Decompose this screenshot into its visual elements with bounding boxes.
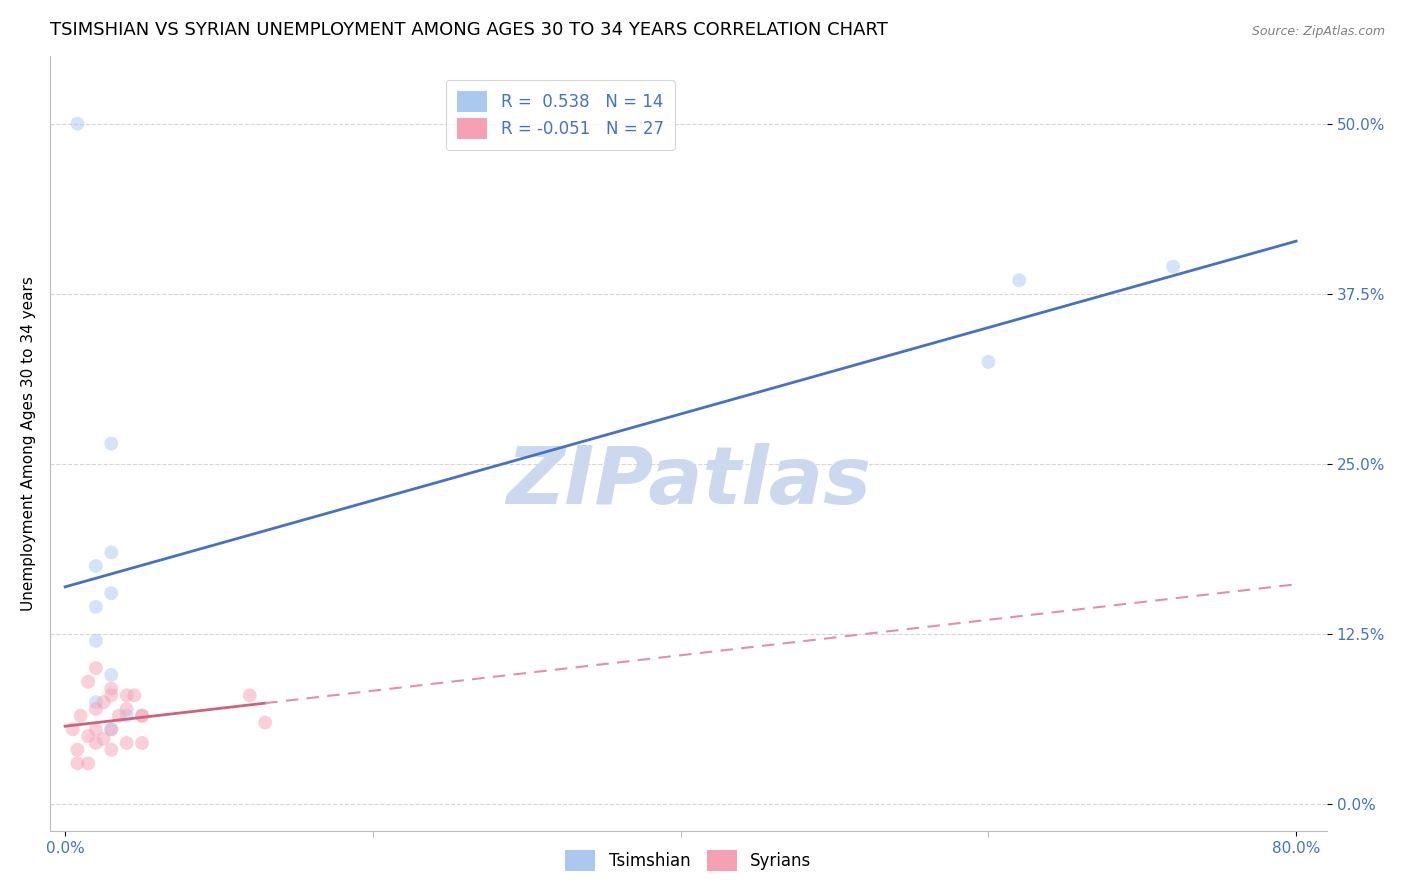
Point — [77, 674, 100, 689]
Point — [254, 715, 277, 730]
Point — [131, 736, 153, 750]
Point — [100, 743, 122, 757]
Legend: Tsimshian, Syrians: Tsimshian, Syrians — [558, 844, 818, 878]
Point — [84, 599, 107, 614]
Point — [124, 689, 146, 703]
Point — [115, 689, 138, 703]
Point — [131, 708, 153, 723]
Point — [77, 729, 100, 743]
Point — [77, 756, 100, 771]
Point — [115, 736, 138, 750]
Point — [93, 695, 115, 709]
Text: ZIPatlas: ZIPatlas — [506, 443, 870, 521]
Point — [66, 756, 89, 771]
Point — [100, 681, 122, 696]
Point — [84, 559, 107, 574]
Point — [69, 708, 91, 723]
Point — [66, 117, 89, 131]
Point — [1008, 273, 1031, 287]
Point — [84, 661, 107, 675]
Point — [131, 708, 153, 723]
Point — [66, 743, 89, 757]
Point — [977, 355, 1000, 369]
Point — [84, 736, 107, 750]
Point — [93, 731, 115, 746]
Point — [100, 586, 122, 600]
Point — [84, 702, 107, 716]
Text: TSIMSHIAN VS SYRIAN UNEMPLOYMENT AMONG AGES 30 TO 34 YEARS CORRELATION CHART: TSIMSHIAN VS SYRIAN UNEMPLOYMENT AMONG A… — [49, 21, 887, 39]
Point — [84, 695, 107, 709]
Point — [115, 702, 138, 716]
Point — [100, 668, 122, 682]
Point — [239, 689, 262, 703]
Point — [1161, 260, 1184, 274]
Text: Source: ZipAtlas.com: Source: ZipAtlas.com — [1251, 25, 1385, 38]
Point — [84, 723, 107, 737]
Point — [100, 436, 122, 450]
Y-axis label: Unemployment Among Ages 30 to 34 years: Unemployment Among Ages 30 to 34 years — [21, 277, 35, 611]
Point — [100, 723, 122, 737]
Point — [100, 723, 122, 737]
Point — [108, 708, 131, 723]
Point — [115, 708, 138, 723]
Point — [100, 545, 122, 559]
Point — [84, 633, 107, 648]
Point — [62, 723, 84, 737]
Point — [100, 689, 122, 703]
